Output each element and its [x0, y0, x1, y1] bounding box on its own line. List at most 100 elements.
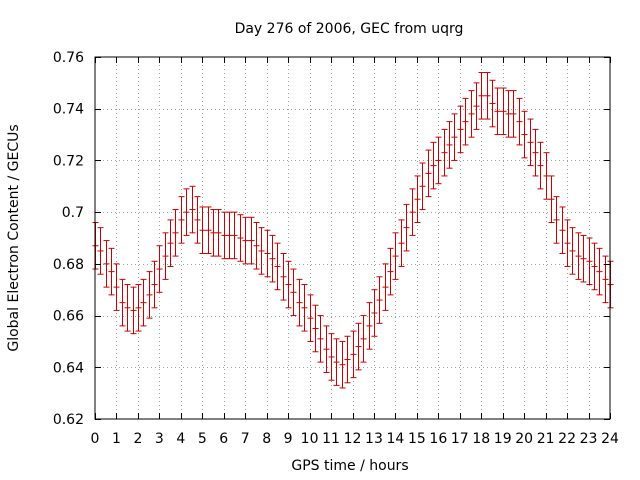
error-bar	[339, 340, 346, 389]
error-bar	[457, 105, 464, 154]
y-tick-label: 0.68	[53, 257, 84, 273]
error-bar	[178, 196, 185, 244]
error-bar	[253, 221, 260, 270]
error-bar	[569, 227, 576, 275]
x-tick-label: 8	[262, 431, 271, 447]
error-bar	[328, 333, 335, 381]
error-bar	[156, 245, 163, 293]
y-tick-label: 0.64	[53, 360, 84, 376]
error-bar	[494, 87, 501, 136]
error-bar	[151, 260, 158, 309]
x-tick-label: 10	[301, 431, 319, 447]
error-bar	[435, 136, 442, 185]
error-bar	[312, 304, 319, 353]
error-bar	[596, 247, 603, 296]
x-tick-label: 2	[133, 431, 142, 447]
error-bar	[290, 268, 297, 317]
error-bar	[516, 97, 523, 146]
plot-border	[94, 56, 611, 420]
x-tick-label: 16	[429, 431, 447, 447]
error-bar	[376, 276, 383, 324]
error-bar	[215, 209, 222, 257]
error-bar	[425, 149, 432, 198]
error-bar	[537, 141, 544, 190]
error-bar	[521, 110, 528, 159]
error-bar	[285, 260, 292, 309]
y-tick-label: 0.66	[53, 309, 84, 325]
x-tick-label: 3	[155, 431, 164, 447]
y-tick-label: 0.76	[53, 50, 84, 66]
x-tick-label: 12	[344, 431, 362, 447]
error-bar	[274, 242, 281, 291]
x-tick-label: 24	[601, 431, 619, 447]
error-bar	[167, 219, 174, 267]
x-tick-label: 5	[198, 431, 207, 447]
error-bar	[382, 263, 389, 311]
error-bar	[135, 284, 142, 332]
error-bar	[113, 263, 120, 311]
x-tick-label: 20	[515, 431, 533, 447]
error-bar	[591, 242, 598, 291]
chart-title: Day 276 of 2006, GEC from uqrg	[235, 21, 464, 37]
error-bar	[146, 271, 153, 319]
error-bar	[130, 286, 137, 335]
error-bar	[119, 278, 126, 327]
error-bar	[242, 216, 249, 265]
y-tick-label: 0.74	[53, 102, 84, 118]
error-bar	[307, 294, 314, 342]
error-bar	[564, 219, 571, 267]
error-bar	[317, 315, 324, 363]
error-bar	[371, 289, 378, 337]
x-tick-label: 1	[112, 431, 121, 447]
error-bar	[414, 175, 421, 223]
error-bar	[473, 82, 480, 130]
error-bar	[478, 72, 485, 120]
x-tick-label: 14	[387, 431, 405, 447]
error-bar	[237, 214, 244, 262]
error-bar	[172, 209, 179, 257]
error-bar	[527, 118, 534, 167]
y-axis-label: Global Electron Content / GECUs	[6, 124, 22, 351]
error-bar	[162, 232, 169, 280]
error-bar	[403, 203, 410, 252]
x-tick-label: 6	[219, 431, 228, 447]
error-bar	[199, 206, 206, 255]
x-tick-label: 19	[494, 431, 512, 447]
error-bar	[419, 162, 426, 211]
error-bar	[124, 284, 131, 332]
x-tick-label: 4	[176, 431, 185, 447]
error-bar	[323, 325, 330, 373]
error-bar	[350, 330, 357, 379]
axis-ticks	[95, 57, 611, 420]
error-bar	[430, 141, 437, 190]
error-bars	[92, 72, 614, 389]
error-bar	[398, 219, 405, 267]
error-bar	[586, 237, 593, 286]
error-bar	[489, 79, 496, 128]
error-bar	[301, 284, 308, 332]
error-bar	[108, 247, 115, 296]
error-bar	[602, 255, 609, 304]
error-bar	[484, 72, 491, 120]
error-bar	[97, 227, 104, 275]
error-bar	[333, 338, 340, 386]
x-tick-label: 17	[451, 431, 469, 447]
x-tick-label: 15	[408, 431, 426, 447]
y-tick-label: 0.7	[62, 205, 84, 221]
error-bar	[140, 278, 147, 327]
error-bar	[194, 196, 201, 244]
error-bar	[189, 185, 196, 234]
x-tick-label: 7	[241, 431, 250, 447]
error-bar	[559, 206, 566, 255]
x-tick-label: 11	[322, 431, 340, 447]
x-tick-label: 23	[580, 431, 598, 447]
error-bar	[468, 90, 475, 138]
x-tick-label: 0	[91, 431, 100, 447]
error-bar	[510, 90, 517, 138]
error-bar	[205, 206, 212, 255]
error-bar	[360, 315, 367, 363]
error-bar	[409, 188, 416, 236]
error-bar	[441, 128, 448, 177]
error-bar	[269, 234, 276, 283]
